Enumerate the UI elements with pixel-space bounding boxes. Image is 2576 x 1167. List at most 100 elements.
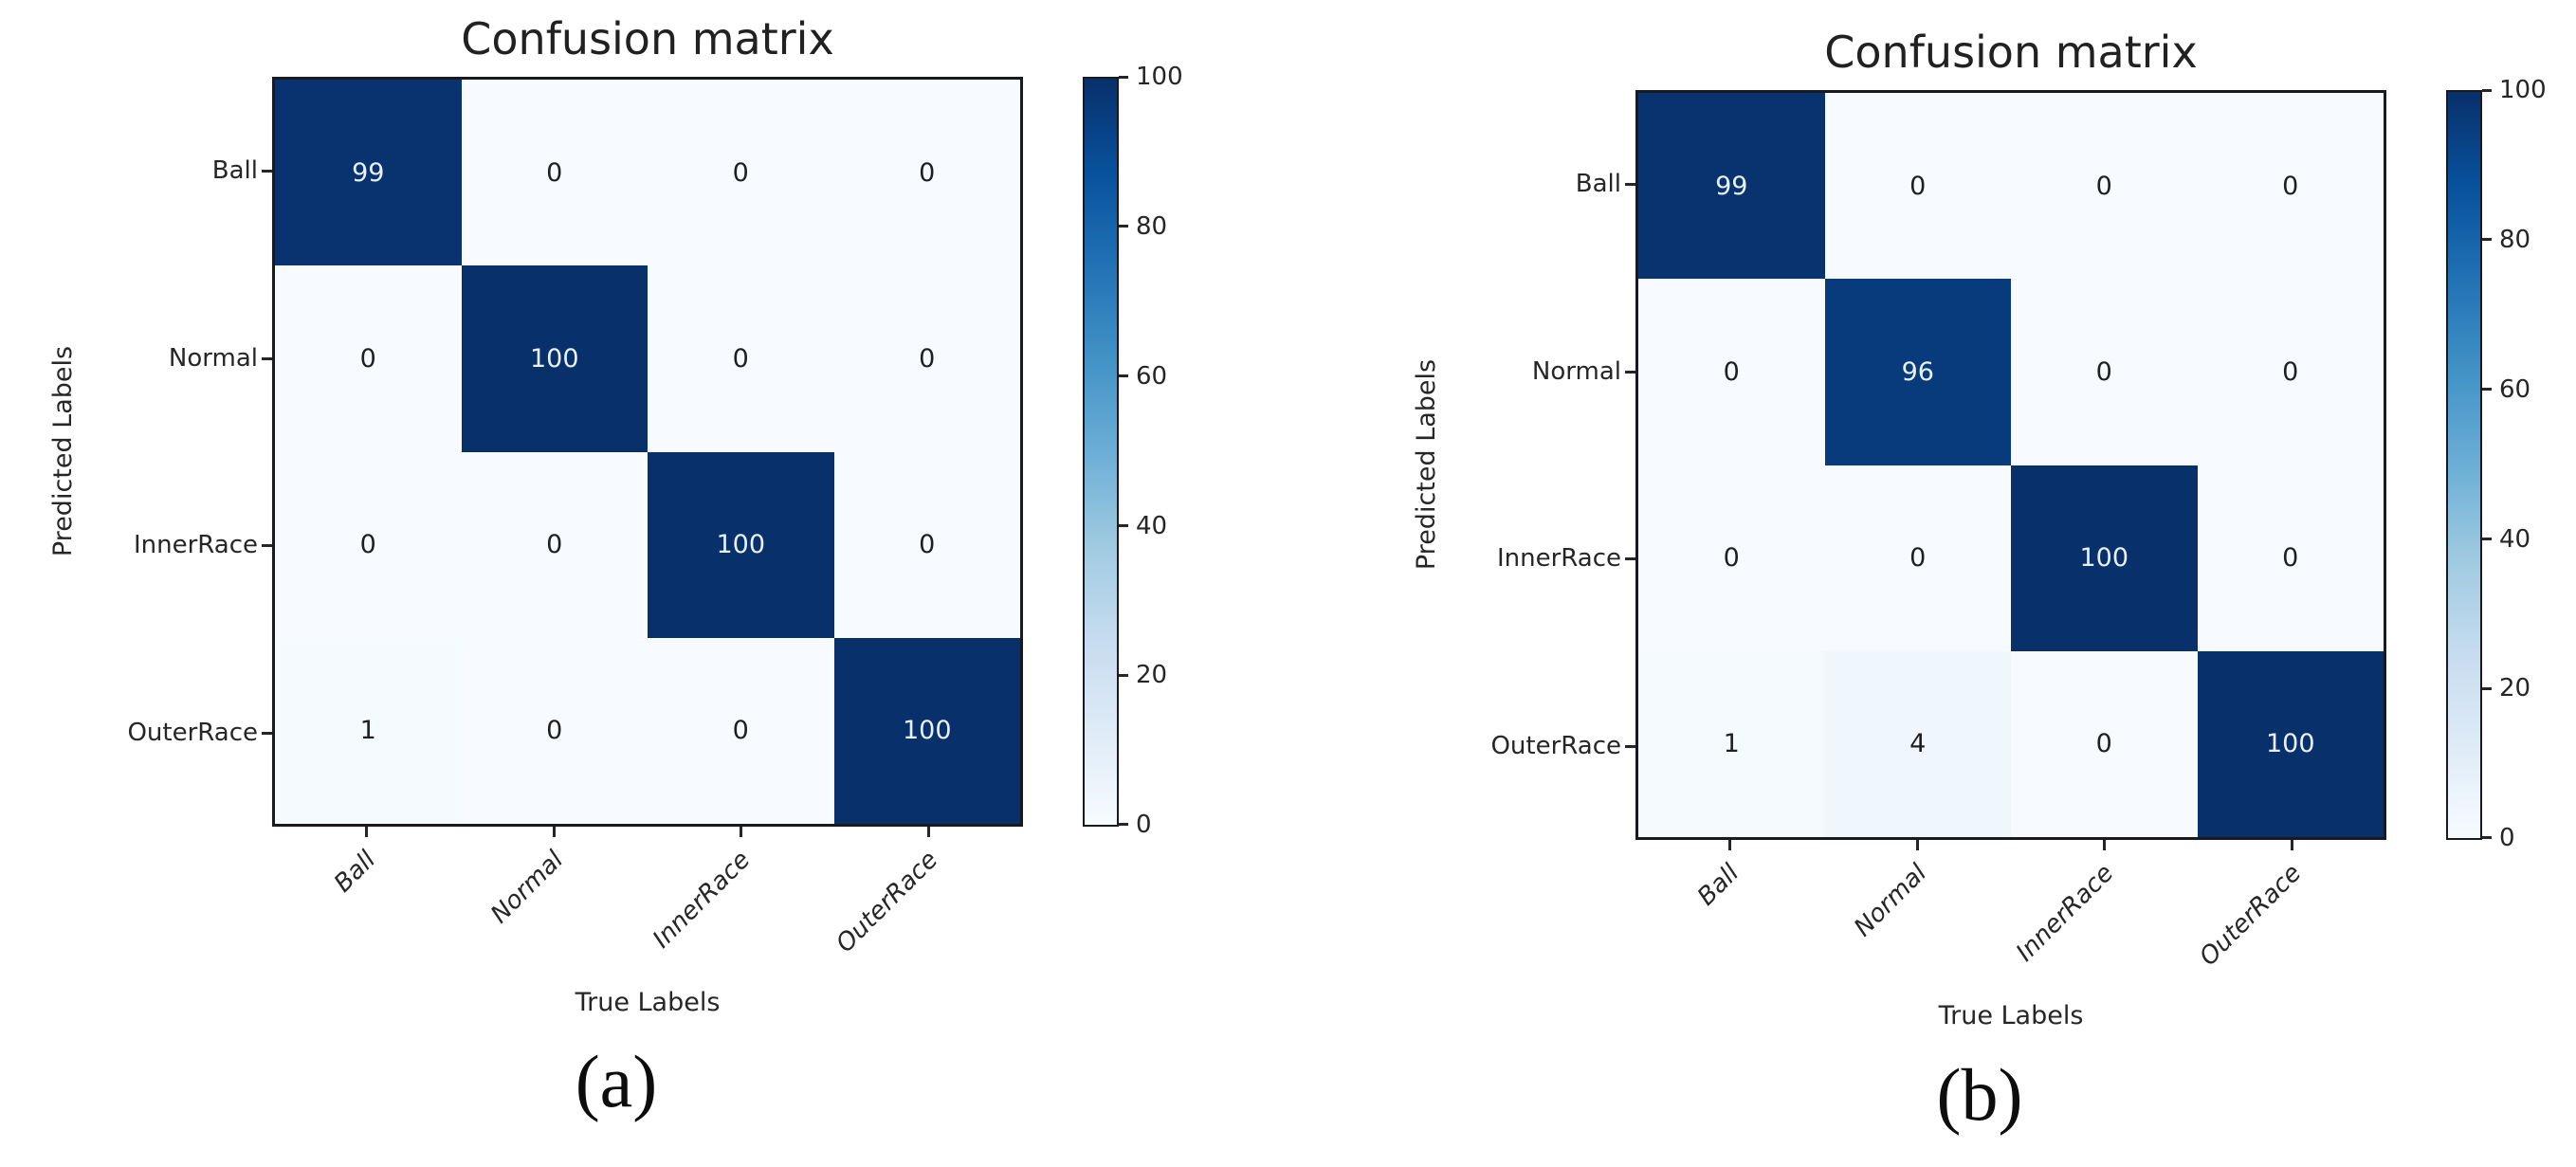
- matrix-cell: 0: [2197, 93, 2384, 280]
- matrix-cell: 100: [2197, 650, 2384, 837]
- x-axis-label: True Labels: [575, 988, 721, 1017]
- x-tick-mark: [2291, 840, 2293, 850]
- cell-value: 0: [919, 157, 936, 188]
- colorbar-tick-mark: [1119, 225, 1128, 228]
- x-tick-mark: [553, 827, 556, 837]
- y-tick-label: Normal: [1531, 357, 1621, 386]
- cell-value: 0: [1909, 171, 1927, 201]
- colorbar-tick-mark: [2482, 89, 2492, 92]
- matrix-cell: 100: [648, 451, 834, 638]
- matrix-cell: 0: [648, 637, 834, 824]
- colorbar: [2446, 90, 2482, 840]
- cell-value: 99: [352, 157, 385, 188]
- x-tick-mark: [927, 827, 930, 837]
- y-tick-mark: [262, 357, 272, 360]
- cell-value: 0: [1723, 356, 1740, 387]
- matrix-cell: 0: [461, 451, 648, 638]
- cell-value: 0: [919, 530, 936, 560]
- x-tick-label: InnerRace: [2010, 859, 2120, 968]
- colorbar-tick-label: 40: [2499, 525, 2531, 554]
- cell-value: 100: [529, 343, 579, 374]
- matrix-cell: 1: [275, 637, 462, 824]
- chart-title: Confusion matrix: [1824, 27, 2198, 78]
- colorbar-tick-mark: [2482, 836, 2492, 839]
- colorbar-tick-mark: [2482, 388, 2492, 391]
- matrix-cell: 0: [1824, 465, 2011, 651]
- colorbar-tick-label: 40: [1136, 512, 1168, 540]
- matrix-cell: 0: [833, 80, 1020, 266]
- x-tick-mark: [740, 827, 742, 837]
- matrix-cell: 0: [2011, 650, 2198, 837]
- matrix-cell: 0: [275, 451, 462, 638]
- colorbar-tick-label: 60: [2499, 375, 2531, 404]
- cell-value: 96: [1901, 356, 1934, 387]
- cell-value: 0: [2095, 171, 2112, 201]
- colorbar-tick-label: 100: [1136, 63, 1183, 91]
- cell-value: 0: [2095, 729, 2112, 759]
- y-tick-mark: [1625, 183, 1635, 186]
- cell-value: 0: [546, 530, 563, 560]
- cell-value: 0: [919, 343, 936, 374]
- colorbar-tick-label: 80: [1136, 212, 1168, 241]
- y-tick-label: Ball: [1575, 170, 1621, 198]
- subfigure-caption-b: (b): [1936, 1053, 2023, 1136]
- x-tick-mark: [1916, 840, 1919, 850]
- cell-value: 0: [1909, 543, 1927, 574]
- matrix-cell: 0: [1638, 465, 1825, 651]
- cell-value: 0: [1723, 543, 1740, 574]
- matrix-cell: 0: [833, 451, 1020, 638]
- colorbar: [1083, 77, 1119, 827]
- y-tick-mark: [262, 544, 272, 547]
- colorbar-tick-label: 60: [1136, 362, 1168, 391]
- x-tick-label: Ball: [328, 846, 382, 899]
- colorbar-tick-mark: [1119, 374, 1128, 377]
- matrix-cell: 99: [275, 80, 462, 266]
- y-tick-label: OuterRace: [1490, 732, 1621, 760]
- cell-value: 100: [2265, 729, 2315, 759]
- y-tick-mark: [1625, 557, 1635, 560]
- colorbar-tick-mark: [1119, 76, 1128, 79]
- cell-value: 0: [732, 716, 749, 746]
- y-tick-label: InnerRace: [1496, 544, 1621, 573]
- matrix-cell: 96: [1824, 279, 2011, 465]
- x-tick-label: Normal: [485, 846, 570, 930]
- matrix-cell: 100: [461, 265, 648, 452]
- matrix-cell: 0: [275, 265, 462, 452]
- confusion-matrix-panel-a: Confusion matrix Predicted Labels 99 0 0…: [0, 0, 1214, 1167]
- cell-value: 100: [2079, 543, 2129, 574]
- y-tick-mark: [262, 170, 272, 173]
- matrix-cell: 0: [648, 265, 834, 452]
- heatmap-grid: 99 0 0 0 0 100 0 0 0 0 100 0 1 0 0 100: [272, 77, 1023, 827]
- cell-value: 0: [732, 157, 749, 188]
- y-tick-label: OuterRace: [127, 719, 258, 747]
- matrix-cell: 0: [2011, 279, 2198, 465]
- y-tick-label: InnerRace: [133, 531, 258, 559]
- heatmap-grid: 99 0 0 0 0 96 0 0 0 0 100 0 1 4 0 100: [1635, 90, 2386, 840]
- x-axis-label: True Labels: [1938, 1001, 2084, 1030]
- matrix-cell: 0: [461, 80, 648, 266]
- x-tick-label: Ball: [1691, 859, 1745, 912]
- colorbar-tick-mark: [1119, 823, 1128, 826]
- cell-value: 0: [2095, 356, 2112, 387]
- colorbar-tick-mark: [1119, 674, 1128, 677]
- y-tick-mark: [262, 732, 272, 735]
- y-tick-label: Normal: [168, 344, 258, 373]
- confusion-matrix-panel-b: Confusion matrix Predicted Labels 99 0 0…: [1363, 13, 2576, 1167]
- x-tick-mark: [2103, 840, 2106, 850]
- matrix-cell: 100: [2011, 465, 2198, 651]
- matrix-cell: 0: [2011, 93, 2198, 280]
- y-axis-label: Predicted Labels: [48, 345, 78, 557]
- cell-value: 0: [359, 530, 376, 560]
- matrix-cell: 100: [833, 637, 1020, 824]
- colorbar-tick-label: 20: [2499, 674, 2531, 702]
- cell-value: 0: [732, 343, 749, 374]
- matrix-cell: 4: [1824, 650, 2011, 837]
- cell-value: 0: [2282, 356, 2299, 387]
- colorbar-tick-mark: [2482, 538, 2492, 540]
- cell-value: 0: [546, 716, 563, 746]
- matrix-cell: 0: [461, 637, 648, 824]
- cell-value: 0: [359, 343, 376, 374]
- matrix-cell: 1: [1638, 650, 1825, 837]
- matrix-cell: 0: [648, 80, 834, 266]
